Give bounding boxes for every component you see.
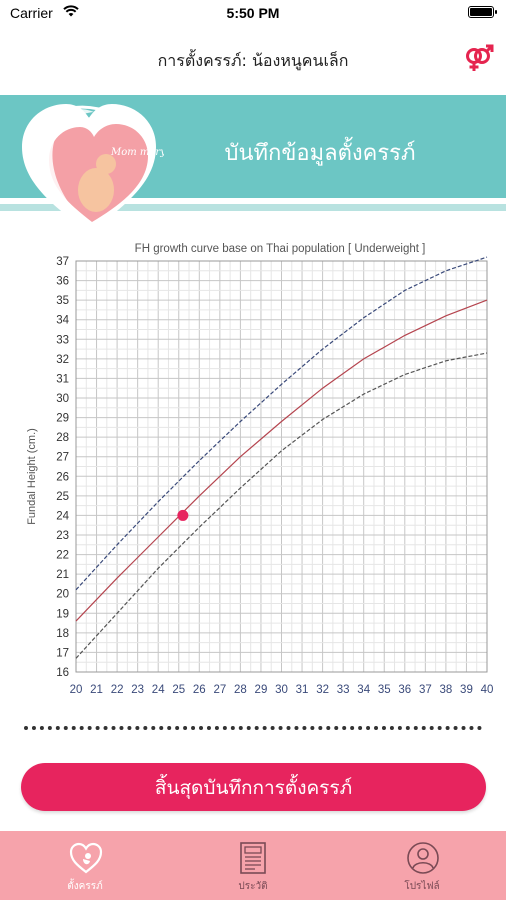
fh-curve-0 bbox=[75, 256, 488, 591]
page-title: การตั้งครรภ์: น้องหนูคนเล็ก bbox=[157, 51, 349, 70]
pregnancy-heart-icon bbox=[69, 841, 103, 879]
banner-divider bbox=[0, 198, 506, 204]
plot-frame bbox=[75, 260, 488, 673]
x-tick-label: 22 bbox=[111, 684, 124, 696]
y-tick-label: 36 bbox=[56, 276, 69, 288]
x-tick-label: 21 bbox=[90, 684, 103, 696]
battery-icon bbox=[468, 6, 497, 18]
tab-profile[interactable]: โปรไฟล์ bbox=[362, 831, 482, 900]
document-history-icon bbox=[239, 841, 267, 879]
banner-stripe bbox=[0, 204, 506, 211]
x-tick-label: 20 bbox=[70, 684, 83, 696]
tab-profile-label: โปรไฟล์ bbox=[404, 881, 440, 892]
y-tick-label: 19 bbox=[56, 608, 69, 620]
tab-history-label: ประวัติ bbox=[238, 881, 268, 892]
x-tick-label: 35 bbox=[378, 684, 391, 696]
dotted-divider bbox=[24, 726, 482, 730]
y-tick-label: 25 bbox=[56, 491, 69, 503]
y-tick-label: 35 bbox=[56, 295, 69, 307]
y-tick-label: 24 bbox=[56, 510, 69, 522]
x-tick-label: 29 bbox=[255, 684, 268, 696]
y-tick-label: 21 bbox=[56, 569, 69, 581]
x-tick-label: 26 bbox=[193, 684, 206, 696]
wifi-icon bbox=[62, 4, 80, 21]
x-tick-label: 24 bbox=[152, 684, 165, 696]
y-tick-label: 33 bbox=[56, 334, 69, 346]
carrier-label: Carrier bbox=[10, 5, 53, 21]
y-tick-label: 31 bbox=[56, 373, 69, 385]
y-tick-label: 34 bbox=[56, 315, 69, 327]
chart-title: FH growth curve base on Thai population … bbox=[134, 243, 426, 255]
x-tick-label: 39 bbox=[460, 684, 473, 696]
x-tick-label: 37 bbox=[419, 684, 432, 696]
banner-title: บันทึกข้อมูลตั้งครรภ์ bbox=[224, 141, 416, 166]
x-tick-label: 28 bbox=[234, 684, 247, 696]
x-tick-label: 31 bbox=[296, 684, 309, 696]
y-tick-label: 30 bbox=[56, 393, 69, 405]
y-tick-label: 18 bbox=[56, 628, 69, 640]
y-tick-label: 16 bbox=[56, 667, 69, 679]
tab-bar: ตั้งครรภ์ ประวัติ โปรไฟล์ bbox=[0, 831, 506, 900]
fh-growth-chart: 20 21 22 23 24 25 26 27 28 29 30 31 32 33 34 35 36 37 38 39… bbox=[26, 256, 494, 696]
x-tick-label: 34 bbox=[357, 684, 370, 696]
x-tick-label: 36 bbox=[398, 684, 411, 696]
y-tick-label: 17 bbox=[56, 647, 69, 659]
end-pregnancy-record-button[interactable]: สิ้นสุดบันทึกการตั้งครรภ์ bbox=[21, 763, 486, 811]
tab-pregnancy[interactable]: ตั้งครรภ์ bbox=[25, 831, 145, 900]
mommory-logo: Mom mory bbox=[14, 92, 166, 246]
measurement-point bbox=[177, 509, 189, 521]
x-tick-label: 30 bbox=[275, 684, 288, 696]
y-tick-label: 32 bbox=[56, 354, 69, 366]
y-tick-label: 22 bbox=[56, 550, 69, 562]
status-time: 5:50 PM bbox=[226, 5, 280, 21]
gender-symbol-icon[interactable] bbox=[462, 42, 496, 80]
nav-header: การตั้งครรภ์: น้องหนูคนเล็ก bbox=[0, 36, 506, 84]
y-tick-label: 28 bbox=[56, 432, 69, 444]
y-tick-label: 23 bbox=[56, 530, 69, 542]
x-tick-label: 27 bbox=[213, 684, 226, 696]
y-axis-label: Fundal Height (cm.) bbox=[26, 428, 38, 525]
x-tick-label: 23 bbox=[131, 684, 144, 696]
y-tick-label: 37 bbox=[56, 256, 69, 268]
tab-pregnancy-label: ตั้งครรภ์ bbox=[67, 881, 103, 892]
y-tick-label: 27 bbox=[56, 452, 69, 464]
y-tick-label: 20 bbox=[56, 589, 69, 601]
x-tick-label: 33 bbox=[337, 684, 350, 696]
y-tick-label: 29 bbox=[56, 413, 69, 425]
x-tick-label: 38 bbox=[440, 684, 453, 696]
logo-text: Mom mory bbox=[110, 147, 164, 158]
fh-curve-2 bbox=[75, 352, 488, 659]
fh-curve-1 bbox=[75, 299, 488, 622]
profile-user-icon bbox=[406, 841, 440, 879]
x-tick-label: 32 bbox=[316, 684, 329, 696]
x-tick-label: 40 bbox=[481, 684, 494, 696]
y-tick-label: 26 bbox=[56, 471, 69, 483]
tab-history[interactable]: ประวัติ bbox=[193, 831, 313, 900]
status-bar: Carrier 5:50 PM bbox=[0, 0, 506, 28]
x-tick-label: 25 bbox=[172, 684, 185, 696]
